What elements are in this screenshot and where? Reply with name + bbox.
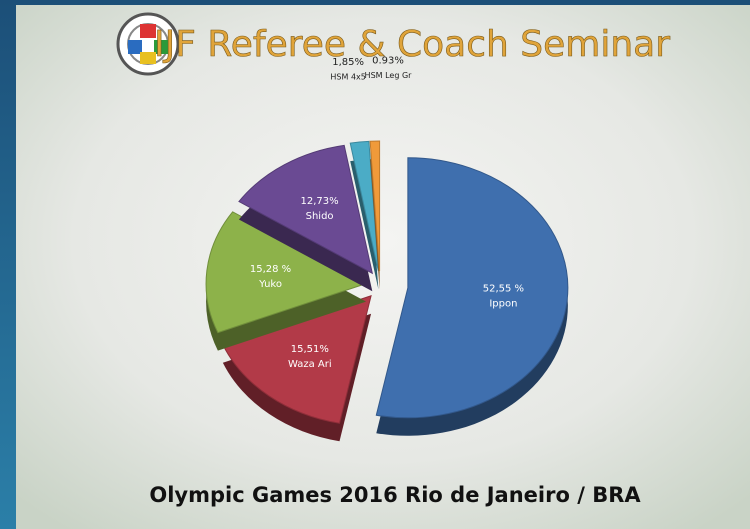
value-label: 1,85% [332, 57, 364, 68]
category-label: Shido [306, 211, 334, 222]
value-label: 15,51% [291, 344, 329, 355]
slide-background [16, 5, 750, 529]
slice [349, 140, 379, 272]
category-label: Waza Ari [288, 359, 332, 370]
category-label: HSM Leg Gr [365, 71, 413, 80]
value-label: 15,28 % [250, 264, 291, 275]
slice [369, 140, 381, 272]
slice [205, 211, 368, 334]
slice [222, 295, 372, 424]
slice [375, 157, 569, 419]
category-label: Ippon [489, 299, 517, 310]
chart-subtitle: Olympic Games 2016 Rio de Janeiro / BRA [149, 483, 641, 507]
value-label: 0.93% [372, 56, 404, 67]
value-label: 52,55 % [483, 284, 524, 295]
logo [116, 12, 180, 76]
category-label: HSM 4x5 [330, 72, 365, 81]
category-label: Yuko [258, 279, 282, 290]
chart-title: IJF Referee & Coach Seminar [154, 24, 670, 65]
pie: 52,55 % Ippon 15,51% Waza Ari 15,28 % Yuko 12,… [205, 56, 569, 442]
slice-side [350, 159, 379, 290]
value-label: 12,73% [301, 196, 339, 207]
slice [238, 144, 374, 275]
